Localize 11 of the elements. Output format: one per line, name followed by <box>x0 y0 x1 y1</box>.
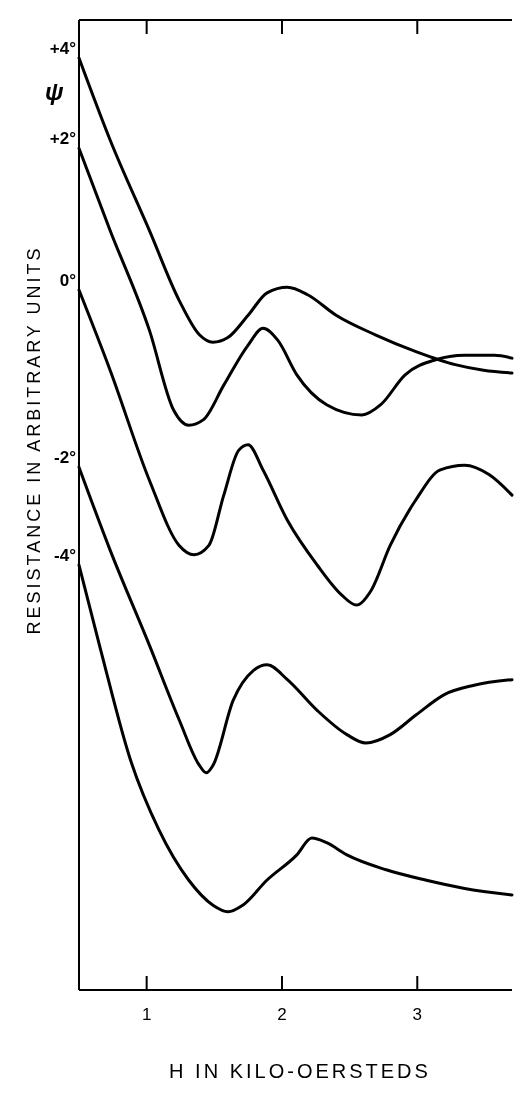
series-label: +4° <box>49 39 77 58</box>
x-tick-label: 1 <box>141 1005 152 1024</box>
series-label: +2° <box>49 129 77 149</box>
series-label: -2° <box>54 448 77 468</box>
series-label: 0° <box>59 271 77 291</box>
series-label: -4° <box>54 546 77 566</box>
x-tick-label: 2 <box>277 1005 287 1024</box>
x-axis-title: H IN KILO-OERSTEDS <box>169 1060 431 1082</box>
x-tick-label: 3 <box>412 1005 423 1024</box>
y-axis-title: RESISTANCE IN ARBITRARY UNITS <box>24 245 44 635</box>
text: ψ <box>45 78 64 105</box>
